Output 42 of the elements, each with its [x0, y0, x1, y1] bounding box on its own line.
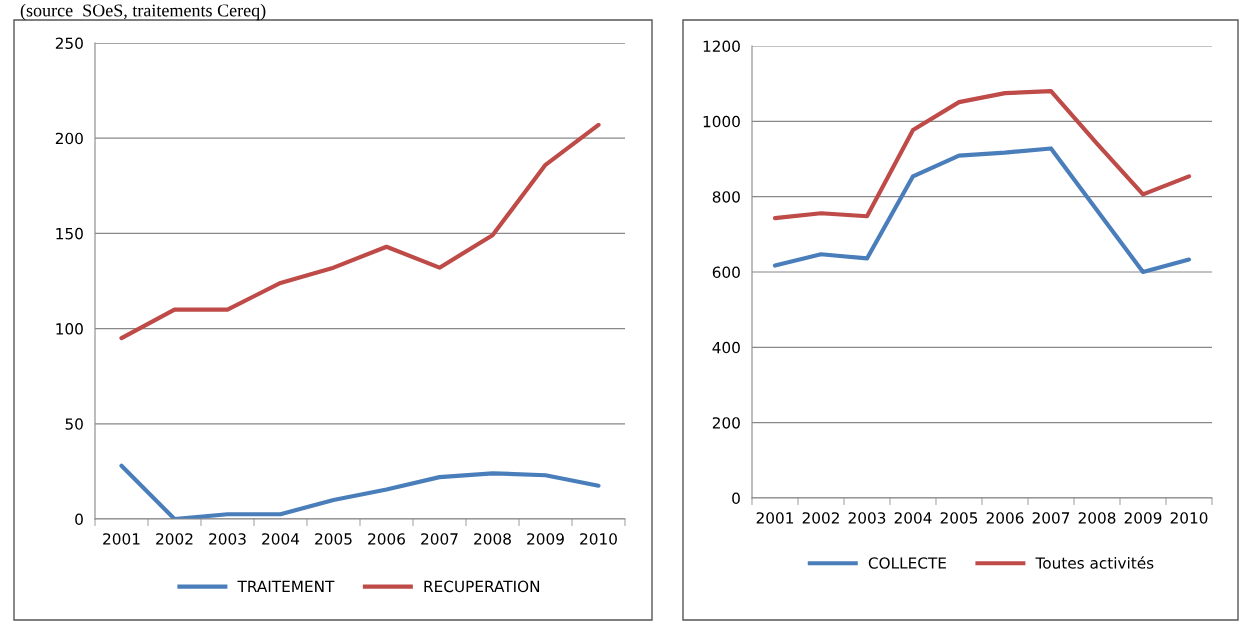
line-series — [119, 122, 601, 341]
x-tick-label: 2001 — [756, 512, 794, 524]
y-tick-label: 200 — [55, 132, 83, 145]
x-tick-label: 2007 — [1032, 512, 1070, 524]
x-tick-label: 2007 — [421, 533, 458, 545]
line-series — [772, 89, 1192, 221]
y-tick-label: 150 — [56, 227, 83, 240]
x-tick-label: 2005 — [940, 512, 978, 524]
y-tick-label: 200 — [712, 417, 740, 429]
x-tick-label: 2002 — [802, 512, 839, 524]
x-tick-label: 2010 — [580, 533, 617, 545]
y-tick-label: 400 — [712, 341, 740, 354]
y-tick-label: 100 — [56, 323, 83, 335]
y-tick-label: 50 — [65, 418, 83, 430]
x-tick-label: 2009 — [1124, 512, 1162, 524]
x-tick-label: 2003 — [848, 512, 886, 524]
y-tick-label: 800 — [712, 191, 740, 203]
y-tick-label: 1200 — [703, 40, 740, 53]
y-tick-label: 1000 — [703, 115, 740, 128]
x-tick-label: 2004 — [262, 533, 300, 545]
x-tick-label: 2001 — [103, 533, 140, 545]
x-tick-label: 2004 — [894, 512, 932, 524]
x-tick-label: 2003 — [209, 533, 246, 545]
y-tick-label: 250 — [55, 37, 83, 50]
line-series — [772, 146, 1192, 275]
x-tick-label: 2008 — [474, 533, 511, 545]
text: (source SOeS, traitements Cereq) — [20, 3, 266, 21]
x-tick-label: 2009 — [527, 533, 564, 545]
legend-label: COLLECTE — [868, 557, 946, 569]
legend-label: RECUPERATION — [424, 580, 540, 593]
y-tick-label: 0 — [75, 513, 83, 526]
x-tick-label: 2005 — [315, 533, 352, 545]
y-tick-label: 0 — [732, 492, 740, 505]
x-tick-label: 2006 — [986, 512, 1024, 524]
line-series — [119, 463, 601, 519]
y-tick-label: 600 — [712, 266, 740, 279]
legend-label: Toutes activités — [1035, 556, 1154, 569]
x-tick-label: 2006 — [368, 533, 405, 545]
legend-label: TRAITEMENT — [237, 580, 335, 592]
x-tick-label: 2002 — [156, 533, 193, 545]
x-tick-label: 2008 — [1078, 512, 1116, 524]
x-tick-label: 2010 — [1170, 512, 1208, 524]
